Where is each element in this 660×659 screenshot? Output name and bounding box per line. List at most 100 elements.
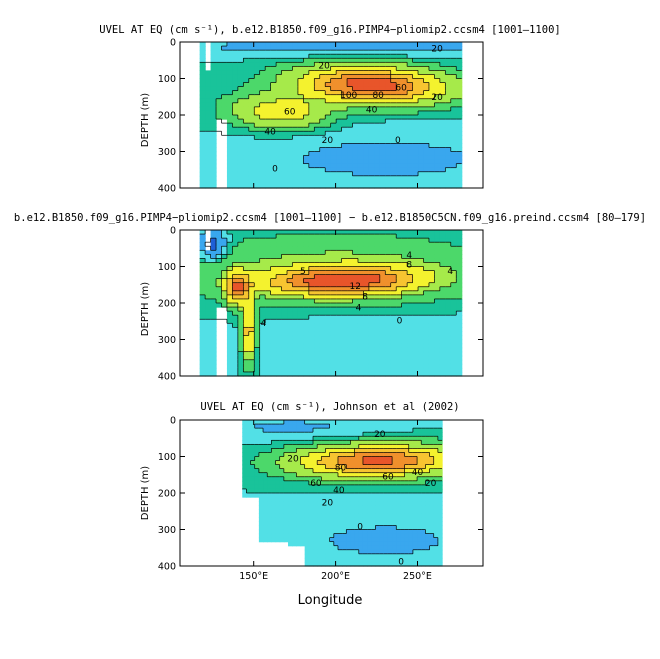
heatmap-cell [379, 335, 386, 341]
heatmap-cell [250, 444, 256, 449]
heatmap-cell [390, 303, 397, 308]
contour-label: 0 [397, 317, 403, 327]
heatmap-cell [407, 94, 414, 100]
heatmap-cell [308, 246, 315, 251]
heatmap-cell [390, 331, 397, 337]
heatmap-cell [276, 62, 283, 67]
heatmap-cell [428, 179, 436, 185]
heatmap-cell [379, 167, 386, 173]
heatmap-cell [259, 238, 266, 243]
heatmap-cell [297, 106, 304, 112]
heatmap-cell [374, 110, 381, 116]
heatmap-cell [297, 250, 304, 255]
heatmap-cell [232, 123, 239, 128]
heatmap-cell [265, 246, 272, 251]
heatmap-cell [363, 286, 370, 292]
heatmap-cell [347, 335, 354, 341]
heatmap-cell [418, 238, 425, 243]
heatmap-cell [216, 50, 223, 55]
heatmap-cell [319, 58, 326, 63]
heatmap-cell [303, 258, 310, 264]
heatmap-cell [199, 155, 206, 161]
heatmap-cell [347, 127, 354, 132]
heatmap-cell [428, 175, 436, 181]
heatmap-cell [385, 323, 392, 328]
heatmap-cell [254, 50, 261, 55]
heatmap-cell [423, 90, 430, 96]
heatmap-cell [423, 339, 430, 345]
heatmap-cell [276, 167, 283, 173]
heatmap-cell [330, 290, 337, 296]
heatmap-cell [297, 335, 304, 341]
heatmap-cell [246, 484, 252, 490]
heatmap-cell [434, 155, 441, 161]
heatmap-cell [396, 234, 403, 239]
heatmap-cell [259, 286, 266, 292]
heatmap-cell [281, 46, 288, 51]
heatmap-cell [199, 167, 206, 173]
heatmap-cell [341, 42, 348, 47]
heatmap-cell [297, 294, 304, 300]
heatmap-cell [319, 242, 326, 247]
heatmap-cell [276, 234, 283, 239]
heatmap-cell [297, 254, 304, 259]
heatmap-cell [352, 163, 359, 169]
heatmap-cell [368, 363, 375, 369]
heatmap-cell [341, 371, 348, 377]
heatmap-cell [374, 58, 381, 63]
heatmap-cell [281, 298, 288, 304]
heatmap-cell [265, 131, 272, 136]
heatmap-cell [271, 448, 277, 454]
heatmap-cell [347, 278, 354, 284]
heatmap-cell [347, 151, 354, 157]
heatmap-cell [363, 351, 370, 357]
heatmap-cell [374, 139, 381, 144]
heatmap-cell [281, 262, 288, 268]
heatmap-cell [374, 258, 381, 264]
heatmap-cell [423, 155, 430, 161]
heatmap-cell [205, 139, 212, 144]
heatmap-cell [401, 127, 408, 132]
heatmap-cell [248, 258, 255, 264]
heatmap-cell [237, 123, 244, 128]
heatmap-cell [456, 127, 463, 132]
heatmap-cell [407, 307, 414, 312]
heatmap-cell [287, 123, 294, 128]
heatmap-cell [418, 262, 425, 268]
heatmap-cell [396, 254, 403, 259]
heatmap-cell [267, 432, 272, 437]
heatmap-cell [210, 82, 217, 88]
heatmap-cell [396, 119, 403, 124]
heatmap-cell [210, 294, 217, 300]
heatmap-cell [428, 163, 436, 169]
heatmap-cell [287, 151, 294, 157]
heatmap-cell [210, 355, 217, 361]
heatmap-cell [199, 286, 206, 292]
heatmap-cell [330, 119, 337, 124]
heatmap-cell [336, 355, 343, 361]
heatmap-cell [250, 428, 256, 433]
heatmap-cell [330, 147, 337, 153]
heatmap-cell [250, 432, 256, 437]
heatmap-cell [363, 143, 370, 149]
heatmap-cell [237, 315, 244, 320]
heatmap-cell [418, 175, 425, 181]
heatmap-cell [418, 298, 425, 304]
heatmap-cell [292, 303, 299, 308]
heatmap-cell [308, 110, 315, 116]
heatmap-cell [412, 262, 419, 268]
heatmap-cell [325, 110, 332, 116]
heatmap-cell [250, 436, 256, 441]
heatmap-cell [319, 54, 326, 59]
heatmap-cell [341, 102, 348, 108]
heatmap-cell [287, 163, 294, 169]
heatmap-cell [221, 274, 228, 280]
heatmap-cell [401, 371, 408, 377]
heatmap-cell [445, 323, 452, 328]
heatmap-cell [259, 163, 266, 169]
heatmap-cell [363, 250, 370, 255]
heatmap-cell [374, 327, 381, 332]
heatmap-cell [221, 303, 228, 308]
heatmap-cell [250, 488, 256, 494]
heatmap-cell [303, 363, 310, 369]
